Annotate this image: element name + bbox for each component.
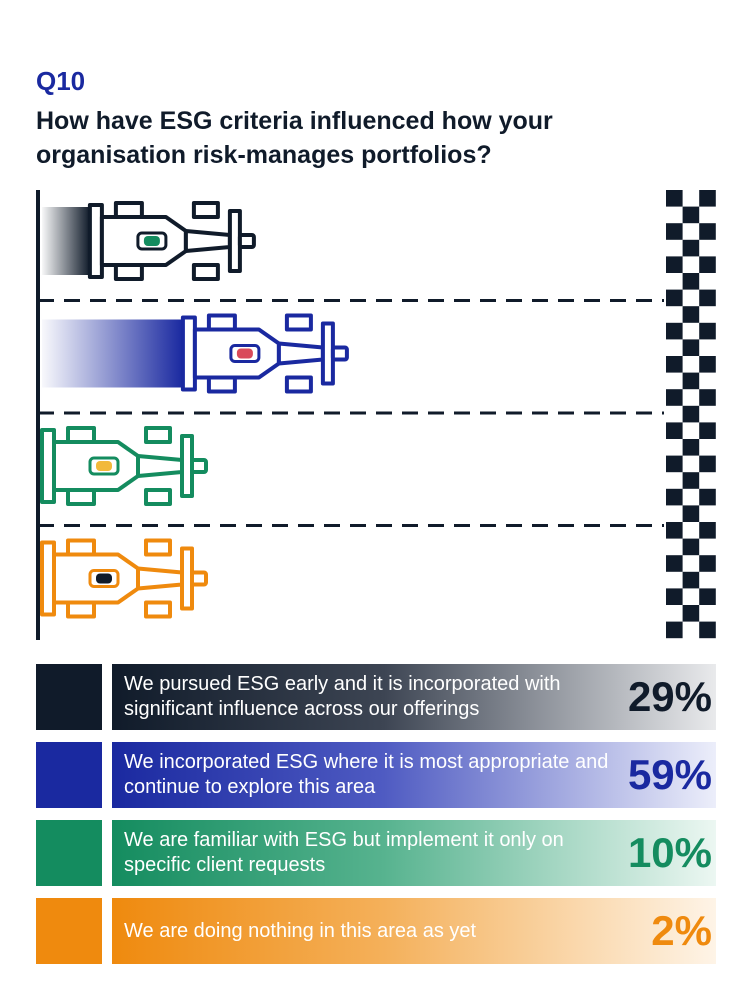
checker-square xyxy=(699,389,716,406)
checker-square xyxy=(666,555,683,572)
car-nose xyxy=(276,341,325,366)
checker-square xyxy=(682,405,700,423)
checker-square xyxy=(699,455,716,473)
legend-label: We are familiar with ESG but implement i… xyxy=(124,829,564,876)
car-nose-tip xyxy=(237,233,256,249)
car-trail xyxy=(42,207,90,275)
checker-square xyxy=(666,422,683,439)
car-wheel xyxy=(144,600,172,619)
checker-square xyxy=(699,621,716,639)
car-wheel xyxy=(144,538,172,557)
car-bar xyxy=(40,538,208,619)
legend-band xyxy=(112,664,716,730)
car-wheel xyxy=(144,488,172,506)
legend-item: We pursued ESG early and it is incorpora… xyxy=(36,664,716,730)
checker-square xyxy=(699,256,716,273)
checker-square xyxy=(666,389,683,406)
legend-swatch xyxy=(36,820,102,886)
checker-square xyxy=(682,273,700,290)
legend-swatch xyxy=(36,664,102,730)
legend-swatch xyxy=(36,742,102,808)
legend-item: We are doing nothing in this area as yet… xyxy=(36,898,716,964)
checker-square xyxy=(682,605,700,622)
checker-square xyxy=(699,356,716,373)
car-helmet xyxy=(96,461,112,471)
checker-square xyxy=(666,488,683,506)
car-wheel xyxy=(191,201,220,219)
checker-square xyxy=(666,356,683,373)
legend-band xyxy=(112,742,716,808)
legend-label: We pursued ESG early and it is incorpora… xyxy=(124,673,561,720)
car-helmet xyxy=(143,236,160,246)
checker-square xyxy=(699,522,716,539)
car-nose xyxy=(136,454,184,478)
car-bar xyxy=(42,201,256,281)
car-wheel xyxy=(66,488,96,506)
legend-swatch xyxy=(36,898,102,964)
checker-square xyxy=(666,522,683,539)
car-wheel xyxy=(66,600,96,619)
car-helmet xyxy=(236,348,253,359)
checker-square xyxy=(699,588,716,605)
legend-label: We incorporated ESG where it is most app… xyxy=(124,751,609,798)
race-track xyxy=(36,190,716,640)
checker-square xyxy=(682,306,700,323)
checker-square xyxy=(666,621,683,639)
legend-band xyxy=(112,898,716,964)
legend-label: We are doing nothing in this area as yet xyxy=(124,919,477,942)
car-helmet xyxy=(96,573,112,584)
car-wheel xyxy=(191,263,220,281)
car-nose-tip xyxy=(190,570,208,587)
checker-square xyxy=(699,422,716,439)
checker-square xyxy=(666,322,683,340)
checker-square xyxy=(666,289,683,307)
checker-square xyxy=(666,455,683,473)
data-label: 59% xyxy=(627,751,712,798)
car-nose xyxy=(136,566,184,591)
car-wheel xyxy=(206,313,237,332)
checker-square xyxy=(682,372,700,390)
question-number: Q10 xyxy=(36,66,86,96)
checker-square xyxy=(682,239,700,257)
checker-square xyxy=(682,571,700,589)
car-wheel xyxy=(113,263,144,281)
car-bar xyxy=(40,426,208,506)
checker-square xyxy=(666,588,683,605)
checker-square xyxy=(699,289,716,307)
car-wheel xyxy=(66,426,96,444)
checker-square xyxy=(682,339,700,356)
checker-square xyxy=(666,256,683,273)
checker-square xyxy=(682,538,700,556)
checker-square xyxy=(666,223,683,240)
car-bar xyxy=(42,313,349,394)
checker-square xyxy=(666,190,683,207)
car-nose-tip xyxy=(330,345,349,362)
checker-square xyxy=(699,555,716,572)
checker-square xyxy=(699,223,716,240)
car-wheel xyxy=(284,313,313,332)
car-wheel xyxy=(284,375,313,394)
car-wheel xyxy=(144,426,172,444)
checker-square xyxy=(682,472,700,489)
checker-square xyxy=(699,322,716,340)
legend-item: We are familiar with ESG but implement i… xyxy=(36,820,716,886)
car-wheel xyxy=(113,201,144,219)
checker-square xyxy=(682,439,700,456)
checker-square xyxy=(682,505,700,522)
data-label: 29% xyxy=(627,673,712,720)
checkered-finish-line xyxy=(666,190,716,639)
checker-square xyxy=(699,190,716,207)
car-wheel xyxy=(206,375,237,394)
data-label: 2% xyxy=(651,907,712,954)
car-wheel xyxy=(66,538,96,557)
car-nose-tip xyxy=(190,458,208,474)
legend-item: We incorporated ESG where it is most app… xyxy=(36,742,716,808)
data-label: 10% xyxy=(627,829,712,876)
checker-square xyxy=(682,206,700,224)
legend-band xyxy=(112,820,716,886)
checker-square xyxy=(699,488,716,506)
car-trail xyxy=(42,319,183,388)
car-nose xyxy=(183,229,232,253)
chart-title: How have ESG criteria influenced how you… xyxy=(36,107,553,169)
